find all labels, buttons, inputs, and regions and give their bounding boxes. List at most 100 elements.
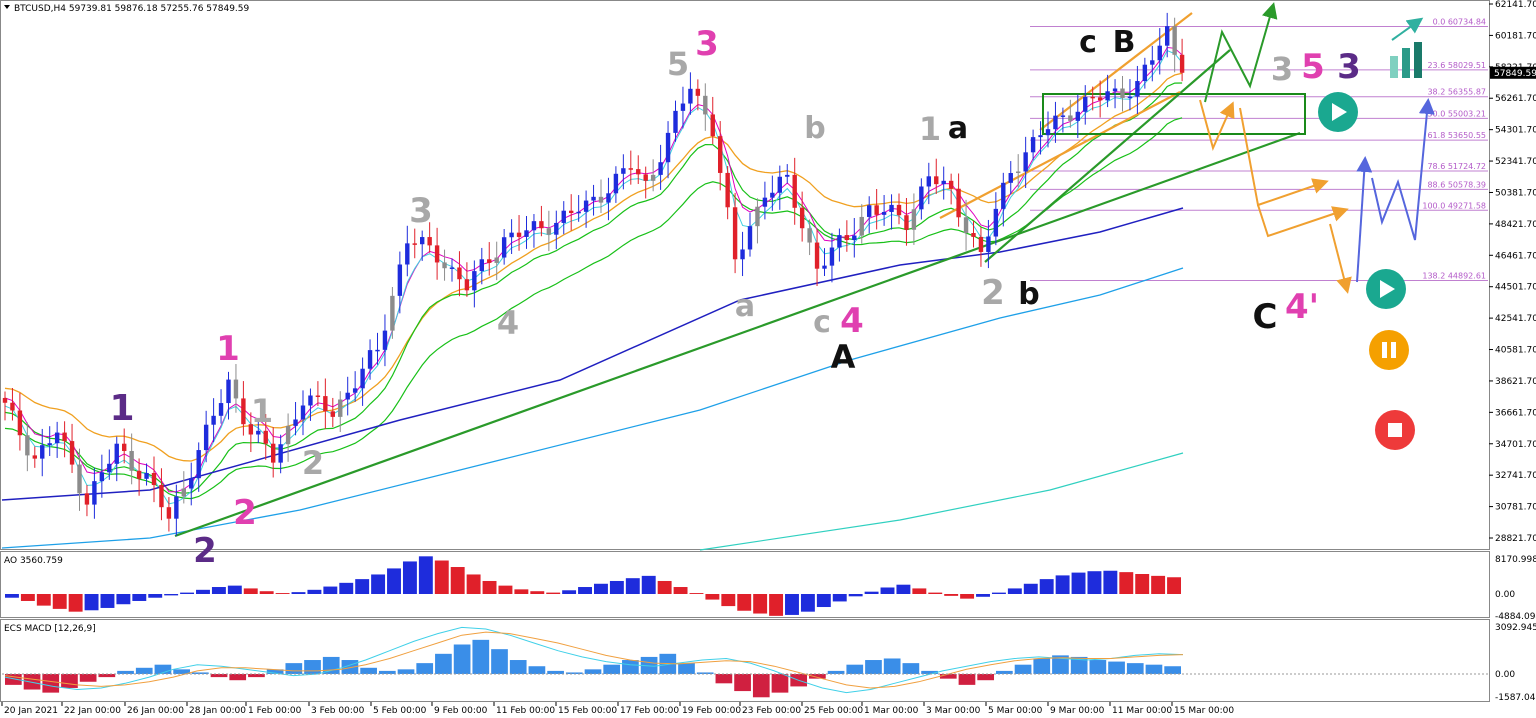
ao-bar [434,560,449,594]
price-tick-label: 44501.70 [1495,283,1536,293]
candle-body [829,247,835,266]
time-tick-label: 1 Mar 00:00 [864,706,919,716]
macd-histogram-bar [996,670,1013,674]
candle-body [62,432,67,442]
ao-bar [1055,575,1070,594]
candle-body [77,464,82,494]
macd-histogram-bar [79,674,97,682]
chart-menu-triangle-icon[interactable] [4,5,10,9]
candle-body [40,445,45,459]
macd-histogram-bar [565,672,583,674]
ao-bar [498,585,513,594]
candle-body [867,205,872,217]
price-axis: 62141.7060181.7058221.7056261.7054301.70… [1489,0,1536,544]
play-glyph [1332,103,1347,121]
wave-label: 2 [302,444,324,482]
candle-body [852,235,857,241]
candle-body [1060,115,1066,117]
macd-histogram-bar [1126,663,1144,674]
ao-bar [896,584,911,594]
candle-body [688,88,693,104]
candle-body [911,209,917,230]
candle-body [159,485,164,508]
candle-body [181,488,186,497]
price-tick-label: 60181.70 [1495,31,1536,41]
macd-histogram-bar [360,667,377,674]
ao-bar [1151,575,1166,594]
fib-level-label: 61.8 53650.55 [1427,131,1486,140]
ao-bar [641,575,656,594]
ao-bar [323,586,338,594]
ema-orange-line [4,72,1183,462]
candle-body [762,197,768,207]
wave-label: 5 [1301,47,1325,87]
time-tick-label: 1 Feb 00:00 [248,706,302,716]
candle-body [300,405,306,420]
price-tick-label: 30781.70 [1495,503,1536,513]
candle-body [263,430,268,444]
candle-body [1127,96,1133,99]
candle-body [367,350,373,369]
time-tick-label: 22 Jan 00:00 [64,706,121,716]
candle-body [494,257,499,263]
candle-body [382,330,388,350]
candle-body [665,132,671,163]
candle-body [524,230,529,237]
macd-histogram-bar [135,667,153,674]
candle-body [25,435,30,456]
wave-label: C [1253,297,1278,337]
ao-bar [52,594,67,609]
candle-body [412,243,417,245]
macd-histogram-bar [397,669,415,674]
ao-bar [562,590,577,594]
ao-bar [976,594,990,597]
ao-tick-label: 0.00 [1495,590,1515,600]
candle-body [583,200,589,212]
candle-body [174,496,179,519]
macd-histogram-bar [509,660,527,674]
candle-body [934,176,939,185]
trendlines [174,12,1306,538]
candle-body [1038,135,1043,138]
ema-green-line [4,82,1183,494]
macd-histogram-bar [977,674,995,681]
candle-body [1053,115,1058,130]
price-tick-label: 50381.70 [1495,188,1536,198]
pause-glyph [1391,342,1396,358]
candle-body [591,196,596,201]
wave-label: b [804,111,825,146]
wave-label: 3 [1337,47,1361,87]
candle-body [211,415,216,425]
ao-bar [785,594,799,615]
candle-body [740,249,745,260]
macd-histogram-bar [809,674,826,679]
ao-bar [5,594,19,598]
ao-bar [594,583,608,594]
candle-body [844,235,850,241]
ao-bar [848,594,863,597]
macd-histogram-bar [117,670,134,674]
projection-arrow-orange [1329,223,1352,294]
candle-body [799,207,805,229]
price-tick-label: 28821.70 [1495,534,1536,544]
candle-body [308,395,313,406]
price-tick-label: 40581.70 [1495,346,1536,356]
macd-histogram-bar [154,664,172,674]
ao-bar [816,594,831,608]
candle-body [1083,96,1088,112]
candle-body [948,180,954,189]
candle-body [576,211,581,214]
candle-body [315,395,321,398]
macd-histogram-bar [1145,664,1163,674]
time-tick-label: 15 Feb 00:00 [558,706,617,716]
macd-histogram-bar [752,674,770,698]
time-tick-label: 19 Feb 00:00 [682,706,741,716]
ao-bar [530,591,545,594]
candle-body [1172,26,1177,55]
wave-label: 3 [695,24,719,64]
ao-bar [450,567,465,594]
support-zone-box [1042,93,1306,135]
macd-histogram-bar [285,663,303,674]
current-price-label: 57849.59 [1494,69,1536,79]
ao-bar [769,594,784,616]
